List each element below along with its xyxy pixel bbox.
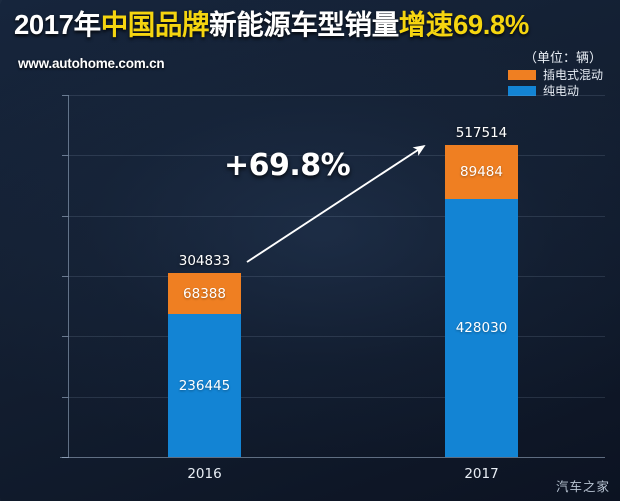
bar-segment-phev[interactable]: 68388 — [168, 273, 241, 315]
page-title: 2017年中国品牌新能源车型销量增速69.8% — [14, 8, 610, 42]
y-axis-tick — [62, 336, 68, 338]
title-part-3: 新能源车型销量 — [209, 9, 399, 40]
bar-segment-phev[interactable]: 89484 — [445, 144, 518, 199]
title-part-4: 增速69.8% — [398, 9, 530, 40]
bar-segment-value-phev: 89484 — [460, 163, 503, 180]
x-axis-line — [60, 457, 605, 458]
legend-item-bev: 纯电动 — [507, 84, 603, 98]
legend-item-phev: 插电式混动 — [507, 68, 603, 82]
legend-swatch-bev — [507, 85, 536, 96]
gridline — [68, 336, 605, 338]
y-axis-tick — [62, 95, 68, 96]
unit-note: （单位：辆） — [523, 51, 602, 66]
bar-segment-bev[interactable]: 428030 — [445, 198, 518, 457]
bar-segment-bev[interactable]: 236445 — [168, 314, 241, 457]
bar-segment-value-bev: 428030 — [455, 319, 508, 336]
legend-swatch-phev — [507, 69, 536, 80]
x-axis-label-2016: 2016 — [187, 466, 222, 482]
growth-callout-label: +69.8% — [224, 148, 351, 183]
y-axis-tick — [62, 215, 68, 217]
site-url-label: www.autohome.com.cn — [18, 56, 165, 71]
gridline — [68, 95, 605, 96]
title-part-2: 中国品牌 — [100, 9, 210, 40]
bar-2017[interactable]: 517514 89484 428030 — [445, 125, 518, 457]
chart-legend: 插电式混动 纯电动 — [507, 68, 603, 98]
gridline — [68, 276, 605, 277]
bar-segment-value-bev: 236445 — [178, 377, 231, 394]
y-axis-line — [68, 95, 69, 458]
x-axis-label-2017: 2017 — [464, 466, 499, 482]
y-axis-tick — [62, 155, 68, 157]
title-part-1: 2017年 — [14, 9, 101, 40]
legend-label-phev: 插电式混动 — [542, 68, 603, 82]
watermark-label: 汽车之家 — [555, 479, 610, 494]
bar-segment-value-phev: 68388 — [183, 285, 226, 302]
legend-label-bev: 纯电动 — [542, 84, 579, 98]
gridline — [68, 215, 605, 217]
bar-total-label: 517514 — [455, 124, 508, 141]
bar-2016[interactable]: 304833 68388 236445 — [168, 253, 241, 457]
y-axis-tick — [62, 276, 68, 277]
y-axis-tick — [62, 457, 68, 458]
y-axis-tick — [62, 396, 68, 398]
gridline — [68, 396, 605, 398]
bar-total-label: 304833 — [178, 253, 231, 270]
